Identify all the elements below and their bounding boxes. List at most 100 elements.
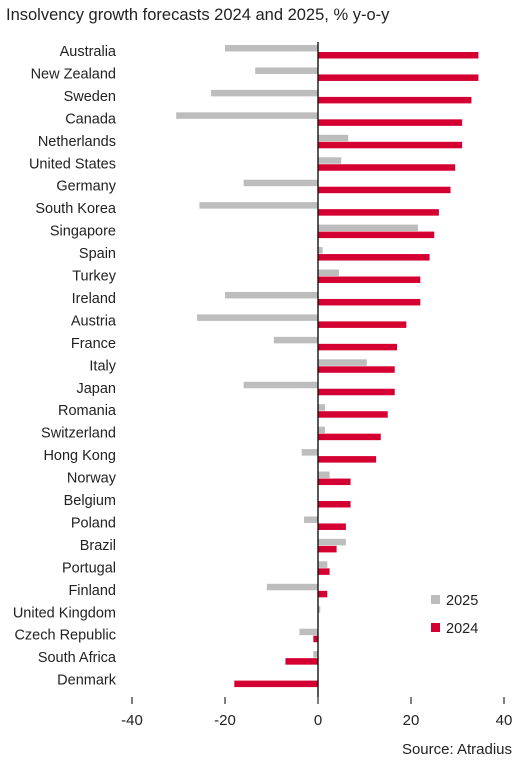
bar-2025 [301,449,318,456]
category-label: South Africa [38,650,117,666]
category-label: Norway [67,471,117,487]
bar-2025 [243,381,318,389]
bar-2024 [318,456,377,463]
bar-2025 [318,606,321,613]
bar-2024 [318,568,330,575]
category-label: Brazil [80,538,116,554]
category-label: United States [29,156,116,172]
category-label: Denmark [57,673,117,689]
category-label: Switzerland [41,426,116,442]
bar-2025 [266,583,318,591]
category-label: Germany [56,179,116,195]
category-label: Australia [60,44,117,60]
category-labels: Australia New Zealand Sweden Canada Netherla… [13,44,117,689]
source-note: Source: Atradius [401,741,512,758]
bar-2024 [318,523,346,530]
bar-2024 [318,209,439,216]
bar-2024 [318,321,407,328]
bar-2024 [318,478,351,486]
bar-2024 [318,590,328,598]
bar-2025 [255,67,318,74]
category-label: Poland [71,515,116,531]
category-label: Japan [76,381,116,397]
category-label: Portugal [62,560,116,576]
category-label: Singapore [50,224,116,240]
bar-2025 [243,179,318,187]
bar-2024 [318,388,395,396]
bar-2025 [318,404,325,411]
x-tick-label: -20 [214,712,236,729]
bar-2024 [318,164,456,171]
x-tick-label: 20 [403,712,420,729]
bar-2025 [199,202,318,209]
category-label: Belgium [64,493,116,509]
category-label: New Zealand [31,66,116,82]
legend-swatch [431,623,440,632]
legend-label: 2024 [446,621,478,637]
bar-2024 [318,411,388,418]
category-label: Ireland [72,291,116,307]
category-label: United Kingdom [13,605,116,621]
bar-2025 [304,516,318,523]
x-tick-label: -40 [121,712,143,729]
bar-2024 [318,433,381,441]
bar-2025 [225,291,318,299]
bar-2025 [211,89,318,97]
bar-2025 [299,628,318,636]
category-label: Romania [58,403,117,419]
x-tick-label: 40 [496,712,513,729]
category-label: Spain [79,246,116,262]
bar-2024 [318,366,395,373]
bar-2024 [318,119,463,126]
bar-2025 [176,112,318,119]
bar-2025 [273,336,318,344]
legend-swatch [431,595,440,604]
bar-2024 [318,52,479,59]
category-label: Austria [71,313,117,329]
bar-2024 [318,276,421,283]
bar-2024 [234,680,318,688]
bar-2025 [318,134,349,142]
bar-2025 [318,561,328,568]
category-label: Hong Kong [43,448,116,464]
bar-2024 [318,254,430,261]
bar-2024 [313,635,318,643]
category-label: Turkey [72,269,117,285]
bar-2025 [313,651,318,658]
bar-2024 [318,96,472,104]
category-label: South Korea [35,201,117,217]
category-label: Canada [65,111,117,127]
category-label: France [71,336,116,352]
bar-2025 [318,157,342,164]
bar-2025 [318,359,367,366]
category-label: Czech Republic [14,628,116,644]
bar-2025 [225,45,318,52]
bar-2024 [318,141,463,149]
bar-2024 [318,298,421,306]
x-axis-ticks: -40 -20 0 20 40 [121,697,512,729]
category-label: Sweden [64,89,116,105]
bars-layer [176,45,479,688]
bar-2025 [318,426,325,434]
bar-2024 [318,231,435,239]
legend: 2025 2024 [431,593,478,637]
category-label: Netherlands [38,134,116,150]
category-label: Italy [89,358,116,374]
bar-2025 [318,471,330,479]
bar-2025 [318,247,323,254]
bar-2025 [197,314,318,321]
bar-2025 [318,538,346,546]
bar-2024 [318,343,398,351]
bar-2024 [318,186,451,194]
x-tick-label: 0 [314,712,322,729]
chart-title: Insolvency growth forecasts 2024 and 202… [6,6,390,24]
bar-2024 [318,501,351,508]
bar-2025 [318,269,339,276]
category-label: Finland [68,583,116,599]
bar-2024 [318,74,479,81]
bar-2024 [318,545,337,553]
bar-2024 [285,658,318,665]
bar-2025 [318,224,418,232]
legend-label: 2025 [446,593,478,609]
